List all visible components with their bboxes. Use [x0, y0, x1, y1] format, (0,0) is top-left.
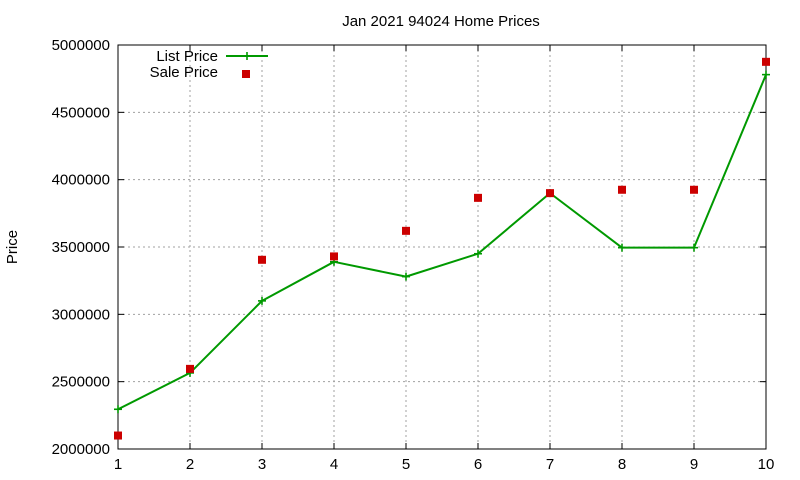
- y-tick-label: 4500000: [52, 104, 110, 121]
- y-tick-label: 3000000: [52, 306, 110, 323]
- x-tick-label: 4: [330, 456, 338, 473]
- legend-marker: [242, 70, 250, 78]
- x-tick-label: 1: [114, 456, 122, 473]
- data-point-marker: [330, 252, 338, 261]
- x-tick-label: 9: [690, 456, 698, 473]
- data-point-marker: [402, 226, 410, 235]
- data-point-marker: [402, 272, 410, 281]
- data-point-marker: [474, 193, 482, 202]
- chart-title: Jan 2021 94024 Home Prices: [342, 13, 540, 30]
- x-tick-label: 7: [546, 456, 554, 473]
- data-point-marker: [114, 405, 122, 414]
- legend-label: List Price: [156, 48, 218, 65]
- series-line: [117, 74, 767, 411]
- data-point-marker: [690, 243, 698, 252]
- legend-label: Sale Price: [150, 64, 218, 81]
- x-tick-label: 5: [402, 456, 410, 473]
- data-point-marker: [762, 70, 770, 79]
- x-tick-label: 2: [186, 456, 194, 473]
- y-tick-label: 2500000: [52, 374, 110, 391]
- data-point-marker: [258, 255, 266, 264]
- data-point-marker: [618, 185, 626, 194]
- data-point-marker: [474, 249, 482, 258]
- legend-marker: [243, 52, 251, 60]
- series-group: [114, 57, 770, 440]
- x-axis-ticks: 1 2 3 4 5 6 7 8 9 10: [114, 45, 775, 473]
- y-tick-label: 2000000: [52, 441, 110, 458]
- y-axis-ticks: 2000000 2500000 3000000 3500000 4000000 45000…: [52, 37, 766, 458]
- series-list-price: [114, 70, 770, 414]
- data-point-marker: [546, 189, 554, 198]
- x-tick-label: 8: [618, 456, 626, 473]
- y-tick-label: 4000000: [52, 172, 110, 189]
- x-tick-label: 10: [758, 456, 775, 473]
- data-point-marker: [762, 57, 770, 66]
- x-tick-label: 6: [474, 456, 482, 473]
- data-point-marker: [186, 364, 194, 373]
- y-axis-label: Price: [4, 230, 21, 264]
- data-point-marker: [690, 185, 698, 194]
- data-point-marker: [114, 431, 122, 440]
- data-point-marker: [618, 243, 626, 252]
- y-tick-label: 3500000: [52, 239, 110, 256]
- data-point-marker: [258, 296, 266, 305]
- y-tick-label: 5000000: [52, 37, 110, 54]
- series-sale-price: [114, 57, 770, 440]
- x-tick-label: 3: [258, 456, 266, 473]
